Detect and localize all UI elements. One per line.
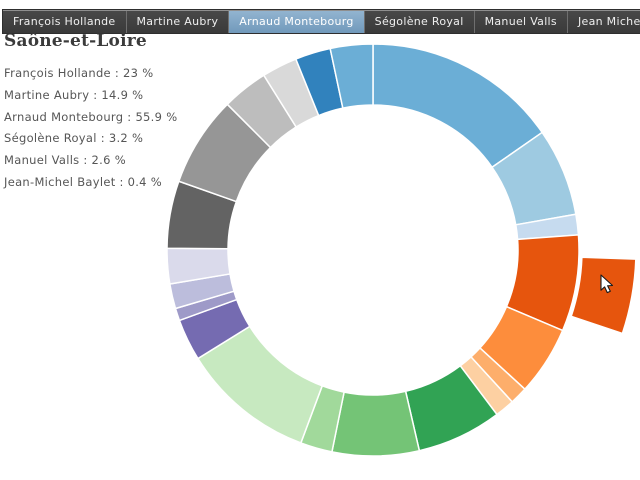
tab-bar: François Hollande Martine Aubry Arnaud M… xyxy=(3,10,640,33)
legend-item-arnaud-montebourg: Arnaud Montebourg : 55.9 % xyxy=(4,109,178,124)
legend-item-jean-michel-baylet: Jean-Michel Baylet : 0.4 % xyxy=(4,174,162,189)
tab-manuel-valls[interactable]: Manuel Valls xyxy=(474,11,568,33)
donut-segment-20[interactable] xyxy=(329,43,374,110)
tab-arnaud-montebourg[interactable]: Arnaud Montebourg xyxy=(229,11,365,33)
page-title: Saône-et-Loire xyxy=(4,31,147,51)
tab-jean-michel-baylet[interactable]: Jean Michel Baylet xyxy=(567,11,640,33)
legend-item-francois-hollande: François Hollande : 23 % xyxy=(4,66,154,80)
donut-segment-0[interactable] xyxy=(372,43,544,169)
legend-item-segolene-royal: Ségolène Royal : 3.2 % xyxy=(4,131,144,146)
mouse-cursor xyxy=(600,274,614,294)
legend-item-manuel-valls: Manuel Valls : 2.6 % xyxy=(4,153,126,168)
donut-segment-exploded[interactable] xyxy=(570,256,637,335)
tab-segolene-royal[interactable]: Ségolène Royal xyxy=(364,11,475,33)
legend-item-martine-aubry: Martine Aubry : 14.9 % xyxy=(4,87,144,102)
legend: François Hollande : 23 % Martine Aubry :… xyxy=(4,63,177,194)
donut-segment-8[interactable] xyxy=(331,390,421,457)
tab-francois-hollande[interactable]: François Hollande xyxy=(3,11,127,33)
tab-martine-aubry[interactable]: Martine Aubry xyxy=(126,11,230,33)
